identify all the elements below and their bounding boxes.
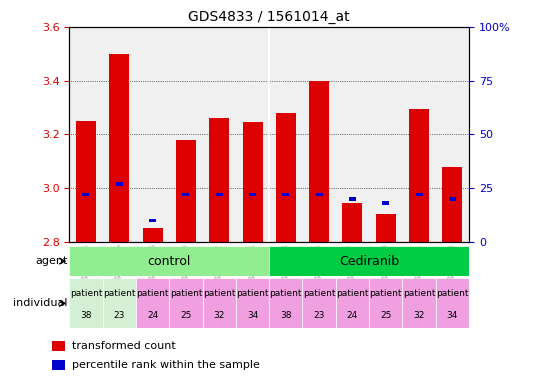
FancyBboxPatch shape — [203, 278, 236, 328]
Bar — [449, 197, 456, 201]
FancyBboxPatch shape — [269, 278, 303, 328]
Text: transformed count: transformed count — [72, 341, 176, 351]
Text: patient: patient — [403, 289, 435, 298]
Bar — [382, 202, 389, 205]
Bar — [109, 54, 129, 242]
Bar — [52, 359, 66, 370]
Text: 38: 38 — [80, 311, 92, 320]
Text: 23: 23 — [313, 311, 325, 320]
FancyBboxPatch shape — [402, 278, 436, 328]
FancyBboxPatch shape — [369, 278, 402, 328]
Bar — [182, 193, 189, 196]
Text: control: control — [148, 255, 191, 268]
FancyBboxPatch shape — [236, 278, 269, 328]
Bar — [116, 182, 123, 185]
Bar — [409, 109, 429, 242]
Bar — [343, 203, 362, 242]
Text: 25: 25 — [180, 311, 191, 320]
Text: 24: 24 — [147, 311, 158, 320]
Bar — [76, 121, 96, 242]
Text: patient: patient — [136, 289, 169, 298]
FancyBboxPatch shape — [303, 278, 336, 328]
Text: 32: 32 — [414, 311, 425, 320]
Bar — [249, 193, 256, 196]
Bar — [149, 218, 156, 222]
FancyBboxPatch shape — [436, 278, 469, 328]
Text: patient: patient — [303, 289, 335, 298]
Text: Cediranib: Cediranib — [339, 255, 399, 268]
FancyBboxPatch shape — [336, 278, 369, 328]
FancyBboxPatch shape — [136, 278, 169, 328]
Bar — [52, 341, 66, 351]
Text: percentile rank within the sample: percentile rank within the sample — [72, 360, 260, 370]
Title: GDS4833 / 1561014_at: GDS4833 / 1561014_at — [188, 10, 350, 25]
Text: patient: patient — [103, 289, 135, 298]
Bar — [176, 140, 196, 242]
Text: patient: patient — [236, 289, 269, 298]
Text: 24: 24 — [347, 311, 358, 320]
Text: 23: 23 — [114, 311, 125, 320]
Bar — [209, 118, 229, 242]
Text: individual: individual — [13, 298, 68, 308]
Text: 25: 25 — [380, 311, 391, 320]
Text: 38: 38 — [280, 311, 292, 320]
Text: patient: patient — [336, 289, 369, 298]
Bar — [316, 193, 322, 196]
FancyBboxPatch shape — [269, 246, 469, 276]
Bar — [243, 122, 262, 242]
FancyBboxPatch shape — [69, 278, 102, 328]
Text: agent: agent — [35, 256, 68, 266]
Bar — [442, 167, 463, 242]
Bar — [282, 193, 289, 196]
Text: patient: patient — [369, 289, 402, 298]
Bar — [309, 81, 329, 242]
Text: patient: patient — [169, 289, 202, 298]
Text: patient: patient — [270, 289, 302, 298]
FancyBboxPatch shape — [169, 278, 203, 328]
Text: 34: 34 — [447, 311, 458, 320]
Bar — [376, 214, 395, 242]
FancyBboxPatch shape — [102, 278, 136, 328]
Text: patient: patient — [70, 289, 102, 298]
Text: patient: patient — [203, 289, 236, 298]
Bar — [416, 193, 423, 196]
Bar — [349, 197, 356, 201]
Bar — [83, 193, 90, 196]
Bar — [216, 193, 223, 196]
Bar — [143, 228, 163, 242]
Text: 32: 32 — [214, 311, 225, 320]
FancyBboxPatch shape — [69, 246, 269, 276]
Text: patient: patient — [436, 289, 469, 298]
Text: 34: 34 — [247, 311, 258, 320]
Bar — [276, 113, 296, 242]
